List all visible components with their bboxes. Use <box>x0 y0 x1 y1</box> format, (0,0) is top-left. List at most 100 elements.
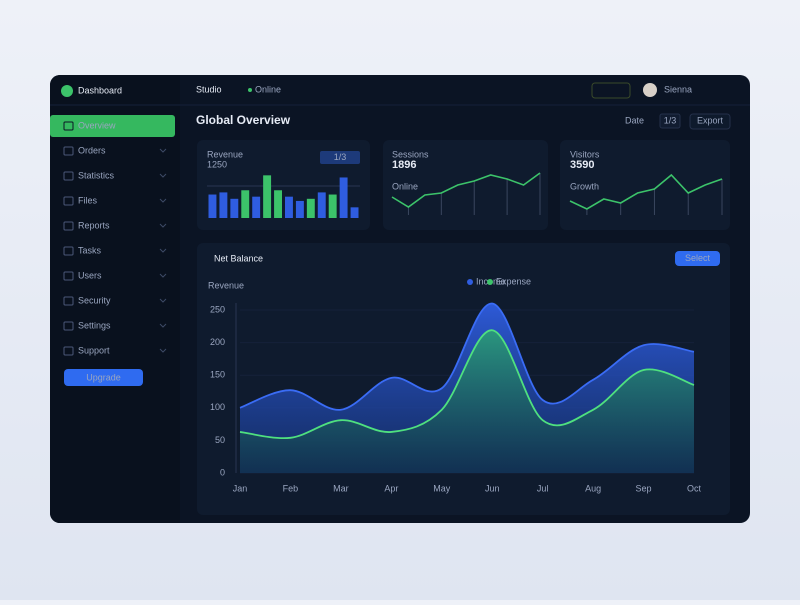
select-label: Select <box>685 253 711 263</box>
nav-chevron <box>159 348 167 353</box>
nav-icon <box>63 196 74 206</box>
pager[interactable] <box>659 113 681 129</box>
nav-chevron <box>159 248 167 253</box>
y-axis-label: Revenue <box>208 280 244 290</box>
avatar[interactable] <box>643 83 657 97</box>
y-tick-label: 200 <box>210 337 225 347</box>
nav-label[interactable]: Orders <box>78 145 106 155</box>
bar <box>208 194 217 218</box>
x-tick-label: Sep <box>636 483 652 493</box>
x-tick-label: Oct <box>687 483 702 493</box>
badge[interactable] <box>320 151 360 164</box>
nav-icon <box>63 321 74 331</box>
export-label: Export <box>697 115 724 125</box>
line <box>569 173 723 210</box>
area-line <box>239 302 695 411</box>
bar <box>317 192 326 218</box>
nav-label[interactable]: Users <box>78 270 102 280</box>
sidebar <box>50 75 180 523</box>
pager-label: 1/3 <box>664 115 677 125</box>
nav-icon <box>63 271 74 281</box>
x-tick-label: May <box>433 483 451 493</box>
x-tick-label: Feb <box>283 483 299 493</box>
select-button[interactable] <box>675 251 720 266</box>
export-button[interactable] <box>689 113 731 130</box>
bar <box>295 200 304 218</box>
card-title: Sessions <box>392 149 429 159</box>
y-tick-label: 0 <box>220 467 225 477</box>
notification-box[interactable] <box>591 82 631 99</box>
area <box>240 330 694 473</box>
nav-chevron <box>159 298 167 303</box>
bar <box>328 194 337 218</box>
y-tick-label: 150 <box>210 370 225 380</box>
bar <box>274 190 282 218</box>
nav-label[interactable]: Tasks <box>78 245 102 255</box>
card-value: 1896 <box>392 159 416 171</box>
x-tick-label: Aug <box>585 483 601 493</box>
legend-swatch <box>467 279 473 285</box>
chart-title: Net Balance <box>214 253 263 263</box>
user-name: Sienna <box>664 84 692 94</box>
bar <box>285 196 293 218</box>
bar <box>350 207 359 218</box>
card-note: Online <box>392 181 418 191</box>
bar <box>219 192 228 218</box>
nav-chevron <box>159 323 167 328</box>
logo <box>61 85 73 97</box>
y-tick-label: 50 <box>215 435 225 445</box>
nav-label[interactable]: Reports <box>78 220 110 230</box>
nav-chevron <box>159 148 167 153</box>
area-line <box>239 329 695 440</box>
bar <box>241 190 250 218</box>
nav-label[interactable]: Statistics <box>78 170 115 180</box>
nav-icon <box>63 346 74 356</box>
nav-icon <box>63 121 74 131</box>
line <box>391 172 541 208</box>
brand: Dashboard <box>78 85 122 95</box>
nav-chevron <box>159 223 167 228</box>
nav-chevron <box>159 173 167 178</box>
nav-icon <box>63 146 74 156</box>
sidebar-button[interactable] <box>64 369 143 386</box>
y-tick-label: 250 <box>210 304 225 314</box>
nav-label[interactable]: Security <box>78 295 111 305</box>
bar <box>339 177 348 218</box>
card-value: 3590 <box>570 159 594 171</box>
card <box>560 140 730 230</box>
bar <box>306 198 315 218</box>
badge-label: 1/3 <box>334 152 347 162</box>
nav-label[interactable]: Settings <box>78 320 111 330</box>
x-tick-label: Apr <box>384 483 398 493</box>
x-tick-label: Jun <box>485 483 500 493</box>
x-tick-label: Jul <box>537 483 549 493</box>
filter[interactable]: Date <box>625 115 644 125</box>
nav-active[interactable] <box>50 115 175 137</box>
tab[interactable]: Studio <box>196 84 222 94</box>
nav-chevron <box>159 273 167 278</box>
status-dot <box>248 88 252 92</box>
nav-label[interactable]: Files <box>78 195 98 205</box>
card-note: Growth <box>570 181 599 191</box>
y-tick-label: 100 <box>210 402 225 412</box>
legend-swatch <box>487 279 493 285</box>
nav-icon <box>63 171 74 181</box>
card-title: Visitors <box>570 149 600 159</box>
card-value: 1250 <box>207 159 227 169</box>
x-tick-label: Mar <box>333 483 349 493</box>
bar <box>230 198 239 218</box>
sidebar-button-label: Upgrade <box>86 372 121 382</box>
bar <box>263 175 272 218</box>
nav-label[interactable]: Support <box>78 345 110 355</box>
nav-label[interactable]: Overview <box>78 120 116 130</box>
legend-label: Expense <box>496 276 531 286</box>
page-title: Global Overview <box>196 113 291 127</box>
x-tick-label: Jan <box>233 483 248 493</box>
nav-icon <box>63 246 74 256</box>
status: Online <box>255 84 281 94</box>
nav-chevron <box>159 198 167 203</box>
card-title: Revenue <box>207 149 243 159</box>
nav-icon <box>63 221 74 231</box>
bar <box>252 196 261 218</box>
